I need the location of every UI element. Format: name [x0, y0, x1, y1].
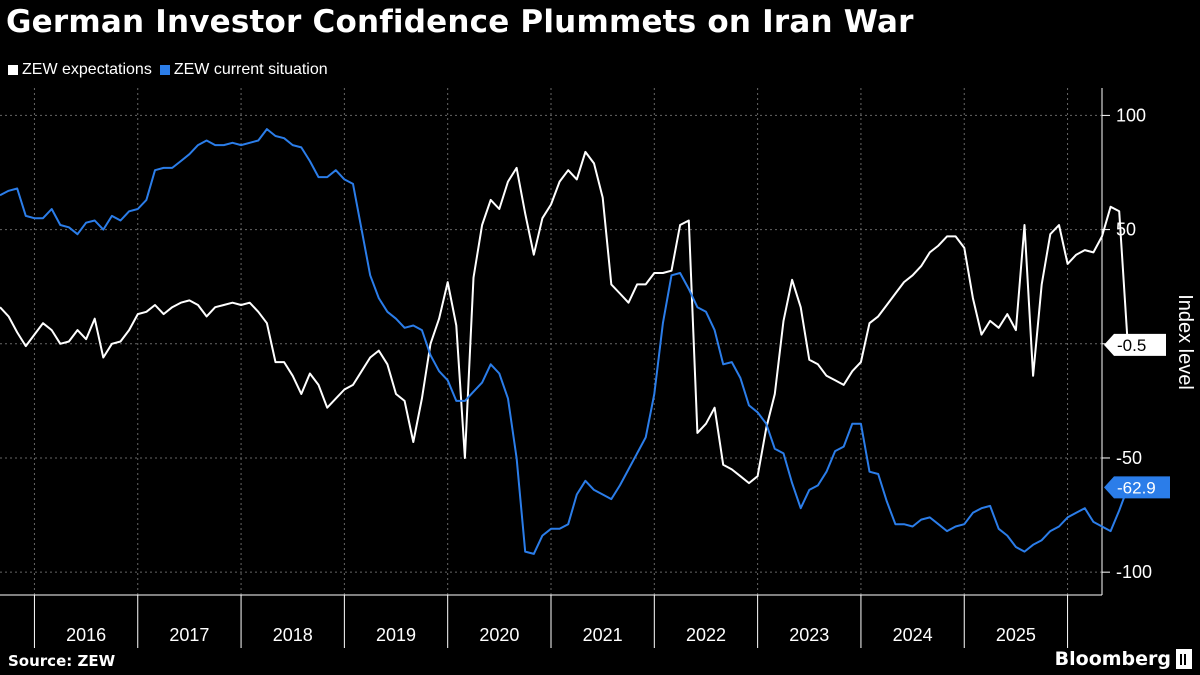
y-tick-label: -100: [1116, 562, 1152, 582]
legend-item-current-situation: ZEW current situation: [159, 61, 328, 79]
end-label-current-situation: -62.9: [1117, 478, 1156, 497]
series-line-current-situation: [0, 128, 1129, 555]
x-tick-label: 2021: [583, 625, 623, 645]
x-tick-label: 2025: [996, 625, 1036, 645]
end-label-flag-expectations: [1104, 333, 1166, 356]
x-tick-label: 2020: [479, 625, 519, 645]
x-tick-label: 2016: [66, 625, 106, 645]
legend-swatch-current-situation: [159, 65, 170, 75]
legend-swatch-expectations: [8, 65, 18, 75]
y-tick-label: -50: [1116, 448, 1142, 468]
brand-logo: Bloomberg: [1055, 648, 1192, 670]
x-tick-label: 2022: [686, 625, 726, 645]
end-label-flag-current-situation: [1104, 476, 1170, 499]
bloomberg-mark-icon: [1176, 649, 1192, 669]
end-label-expectations: -0.5: [1117, 336, 1146, 355]
x-tick-label: 2018: [273, 625, 313, 645]
y-tick-label: 100: [1116, 105, 1146, 125]
source-note: Source: ZEW: [8, 652, 116, 670]
x-tick-label: 2023: [789, 625, 829, 645]
brand-name: Bloomberg: [1054, 648, 1171, 670]
series-line-expectations: [0, 150, 1129, 485]
y-axis-label: Index level: [1174, 294, 1196, 390]
chart-title: German Investor Confidence Plummets on I…: [6, 4, 914, 40]
legend-label-expectations: ZEW expectations: [22, 61, 152, 78]
x-tick-label: 2024: [893, 625, 933, 645]
legend: ZEW expectations ZEW current situation: [8, 61, 336, 79]
x-tick-label: 2017: [169, 625, 209, 645]
legend-item-expectations: ZEW expectations: [8, 61, 152, 79]
legend-label-current-situation: ZEW current situation: [173, 61, 328, 78]
x-tick-label: 2019: [376, 625, 416, 645]
